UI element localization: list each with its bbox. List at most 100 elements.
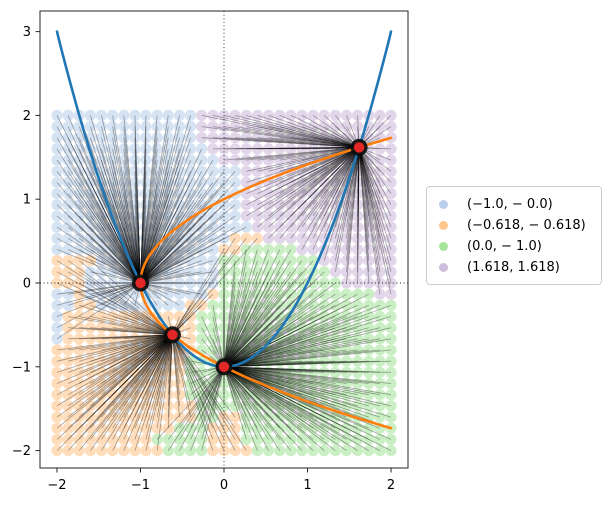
convergence-line: [223, 304, 336, 368]
basin-dot: [51, 433, 63, 445]
convergence-line: [290, 147, 360, 183]
basin-dot: [95, 109, 108, 121]
basin-dot: [185, 433, 197, 445]
basin-dot: [73, 422, 85, 434]
convergence-line: [223, 294, 258, 367]
basin-dot: [218, 255, 230, 267]
convergence-line: [112, 334, 173, 362]
basin-dot: [73, 277, 85, 289]
basin-dot: [73, 377, 85, 390]
basin-dot: [363, 400, 375, 412]
convergence-line: [223, 366, 358, 373]
basin-dot: [162, 411, 174, 423]
basin-dot: [140, 132, 152, 144]
basin-dot: [107, 109, 119, 121]
basin-dot: [73, 411, 85, 423]
convergence-line: [112, 182, 141, 284]
convergence-line: [56, 226, 141, 284]
basin-dot: [274, 176, 286, 188]
legend-marker-purple: [439, 263, 448, 272]
basin-dot: [340, 243, 353, 256]
basin-dot: [173, 377, 186, 390]
basin-dot: [151, 109, 163, 121]
basin-dot: [107, 445, 119, 457]
convergence-line: [90, 226, 141, 284]
basin-dot: [374, 210, 386, 222]
basin-dot: [151, 221, 163, 233]
basin-dot: [352, 109, 364, 121]
convergence-line: [134, 334, 173, 429]
basin-dot: [140, 389, 152, 401]
convergence-line: [112, 137, 141, 284]
basin-dot: [140, 433, 152, 445]
convergence-line: [140, 193, 180, 284]
convergence-line: [140, 204, 214, 284]
convergence-line: [172, 334, 214, 429]
basin-dot: [374, 121, 386, 133]
convergence-line: [323, 147, 360, 206]
convergence-line: [56, 334, 173, 396]
convergence-line: [101, 137, 141, 284]
convergence-line: [223, 305, 247, 367]
basin-dot: [73, 344, 85, 356]
convergence-line: [167, 334, 173, 395]
convergence-line: [79, 249, 141, 284]
basin-dot: [62, 400, 74, 412]
basin-dot: [229, 445, 241, 457]
convergence-line: [67, 260, 173, 336]
basin-dot: [185, 221, 197, 233]
convergence-line: [223, 293, 347, 368]
basin-dot: [95, 411, 108, 423]
basin-dot: [329, 121, 341, 133]
basin-dot: [307, 188, 319, 200]
basin-dot: [340, 299, 353, 311]
basin-dot: [240, 154, 252, 166]
convergence-line: [134, 160, 141, 284]
basin-dot: [118, 389, 130, 401]
legend-item: (1.618, 1.618): [439, 257, 591, 278]
basin-dot: [352, 377, 364, 390]
basin-dot: [140, 333, 152, 345]
convergence-line: [223, 293, 314, 368]
basin-dot: [385, 188, 397, 200]
basin-dot: [218, 422, 230, 434]
convergence-line: [123, 334, 173, 418]
convergence-line: [112, 171, 141, 284]
convergence-line: [357, 147, 360, 261]
basin-dot: [229, 176, 241, 188]
convergence-line: [223, 271, 247, 367]
basin-dot: [262, 288, 275, 300]
basin-dot: [173, 266, 186, 278]
convergence-line: [223, 366, 358, 384]
basin-dot: [285, 433, 297, 445]
attractor-point: [135, 277, 146, 289]
convergence-line: [123, 171, 141, 284]
convergence-line: [68, 334, 173, 351]
convergence-line: [78, 182, 141, 284]
convergence-line: [201, 316, 225, 367]
convergence-line: [223, 293, 303, 368]
basin-dot: [363, 366, 375, 378]
basin-dot: [84, 400, 96, 412]
basin-dot: [307, 121, 319, 133]
convergence-line: [90, 334, 173, 351]
convergence-line: [357, 147, 360, 217]
convergence-line: [246, 137, 360, 148]
convergence-line: [112, 327, 173, 336]
basin-dot: [307, 377, 319, 390]
basin-dot: [318, 366, 330, 378]
convergence-line: [123, 182, 141, 284]
basin-dot: [262, 411, 275, 423]
convergence-line: [79, 327, 173, 336]
y-tick-label: 3: [23, 25, 31, 40]
basin-dot: [196, 333, 208, 345]
basin-dot: [62, 132, 74, 144]
convergence-line: [140, 115, 147, 284]
basin-dot: [352, 266, 364, 278]
basin-dot: [285, 176, 297, 188]
basin-dot: [73, 433, 85, 445]
convergence-line: [101, 334, 173, 396]
basin-dot: [151, 188, 163, 200]
basin-dot: [95, 132, 108, 144]
basin-dot: [296, 199, 308, 211]
